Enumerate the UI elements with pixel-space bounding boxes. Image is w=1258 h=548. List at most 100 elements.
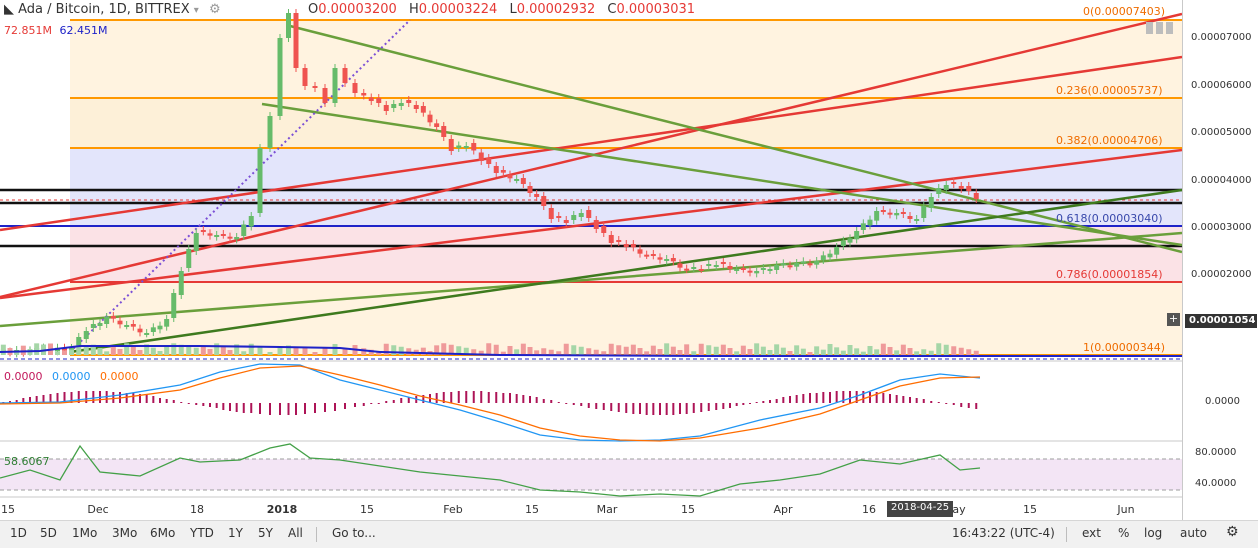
candle-body	[193, 233, 199, 251]
macd-histogram-bar	[572, 403, 575, 405]
fib-zone-0786-1	[70, 282, 1182, 355]
range-1d-button[interactable]: 1D	[10, 526, 27, 540]
price-axis[interactable]: 0.00007000 0.00006000 0.00005000 0.00004…	[1182, 0, 1258, 520]
candle-body	[670, 258, 676, 262]
candle-body	[234, 237, 240, 240]
volume-bar	[227, 350, 233, 355]
percent-toggle[interactable]: %	[1118, 526, 1130, 540]
trend-green-up-2[interactable]	[69, 188, 1182, 354]
macd-histogram-bar	[975, 403, 978, 409]
projection-dotted-line[interactable]	[69, 19, 411, 353]
clock-readout[interactable]: 16:43:22 (UTC-4)	[952, 526, 1055, 540]
date-label: 15	[525, 503, 539, 516]
volume-bar	[257, 347, 263, 355]
candle-body	[914, 219, 920, 221]
macd-histogram-bar	[235, 403, 238, 412]
macd-histogram-bar	[692, 403, 695, 413]
trend-red-lower[interactable]	[0, 148, 1182, 300]
macd-histogram-bar	[789, 396, 791, 403]
candle-body	[257, 148, 263, 213]
ohlc-readout: O0.00003200 H0.00003224 L0.00002932 C0.0…	[308, 2, 703, 17]
candle-body	[900, 212, 906, 214]
candle-body	[248, 216, 254, 227]
range-6mo-button[interactable]: 6Mo	[150, 526, 176, 540]
volume-bar	[571, 345, 577, 355]
range-5y-button[interactable]: 5Y	[258, 526, 273, 540]
range-5d-button[interactable]: 5D	[40, 526, 57, 540]
macd-histogram-bar	[755, 402, 758, 403]
volume-bar	[943, 344, 949, 355]
volume-bar	[214, 343, 220, 355]
trend-red-middle[interactable]	[0, 55, 1182, 232]
ohlc-high: 0.00003224	[418, 2, 498, 17]
candle-body	[740, 268, 746, 270]
range-all-button[interactable]: All	[288, 526, 303, 540]
macd-histogram-bar	[509, 393, 511, 403]
macd-histogram-bar	[735, 403, 738, 406]
macd-histogram-bar	[435, 393, 438, 403]
range-1y-button[interactable]: 1Y	[228, 526, 243, 540]
candle-body	[137, 328, 143, 333]
macd-histogram-bar	[304, 403, 306, 414]
volume-bar	[398, 346, 404, 355]
settings-icon[interactable]: ⚙	[208, 2, 221, 17]
log-toggle[interactable]: log	[1144, 526, 1163, 540]
candle-body	[352, 83, 358, 93]
candle-body	[83, 331, 89, 339]
candle-body	[601, 226, 607, 233]
price-chart[interactable]	[0, 0, 1182, 520]
range-1mo-button[interactable]: 1Mo	[72, 526, 98, 540]
volume-bar	[248, 343, 254, 355]
collapse-icon[interactable]: ◣	[4, 2, 14, 17]
candle-body	[754, 271, 760, 274]
candle-body	[664, 259, 670, 261]
macd-histogram-bar	[665, 403, 668, 415]
macd-value-2: 0.0000	[52, 370, 91, 383]
volume-bar	[302, 347, 308, 355]
macd-histogram-bar	[522, 395, 525, 403]
candle-body	[657, 257, 663, 260]
macd-histogram-bar	[842, 391, 845, 403]
add-icon[interactable]: +	[1167, 312, 1180, 326]
ohlc-low-key: L	[509, 2, 517, 17]
macd-histogram-bar	[909, 397, 911, 403]
macd-histogram-bar	[769, 400, 771, 403]
chart-area[interactable]: ◣ Ada / Bitcoin, 1D, BITTREX ▾ ⚙ O0.0000…	[0, 0, 1182, 520]
candle-body	[267, 116, 273, 148]
macd-histogram-bar	[715, 403, 718, 410]
ohlc-open-key: O	[308, 2, 319, 17]
symbol-legend[interactable]: ◣ Ada / Bitcoin, 1D, BITTREX ▾ ⚙	[4, 2, 221, 17]
volume-bar	[234, 344, 240, 355]
candle-body	[767, 269, 773, 271]
pause-icon[interactable]	[1146, 22, 1176, 34]
macd-histogram-bar	[952, 403, 955, 405]
volume-bar	[137, 350, 143, 355]
macd-histogram-bar	[344, 403, 346, 409]
volume-bar	[887, 347, 893, 355]
ext-toggle[interactable]: ext	[1082, 526, 1101, 540]
trend-green-down-2[interactable]	[261, 102, 1182, 247]
macd-histogram-bar	[250, 403, 253, 413]
candle-body	[493, 166, 499, 173]
volume-bar	[448, 344, 454, 355]
chevron-down-icon[interactable]: ▾	[193, 5, 199, 16]
gear-icon[interactable]: ⚙	[1226, 524, 1239, 540]
candle-body	[794, 263, 800, 267]
macd-histogram-bar	[722, 403, 725, 409]
volume-bar	[900, 344, 906, 355]
volume-bar	[90, 344, 96, 355]
candle-body	[406, 100, 412, 103]
candle-body	[936, 188, 942, 194]
goto-button[interactable]: Go to...	[332, 526, 376, 540]
trend-green-down-1[interactable]	[289, 24, 1182, 254]
auto-toggle[interactable]: auto	[1180, 526, 1208, 540]
macd-histogram-bar	[9, 401, 11, 403]
macd-histogram-bar	[70, 392, 73, 403]
trend-green-up-1[interactable]	[0, 231, 1182, 328]
macd-histogram-bar	[707, 403, 710, 411]
range-ytd-button[interactable]: YTD	[190, 526, 214, 540]
macd-legend: 0.0000 0.0000 0.0000	[4, 370, 139, 383]
range-3mo-button[interactable]: 3Mo	[112, 526, 138, 540]
candle-body	[556, 216, 562, 218]
volume-bar	[563, 343, 569, 355]
